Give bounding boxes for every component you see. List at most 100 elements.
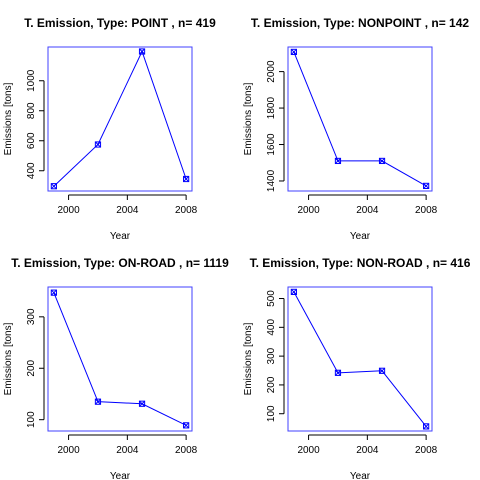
x-tick-label: 2000 [297,205,320,216]
x-tick-label: 2008 [415,205,438,216]
y-axis-label: Emissions [tons] [3,322,14,395]
data-point [138,400,146,407]
x-axis-label: Year [110,471,131,480]
y-tick-label: 1800 [266,97,277,120]
series-line [293,51,427,187]
data-point-box [94,141,102,148]
chart-title: T. Emission, Type: NON-ROAD , n= 416 [250,256,471,270]
series-line [293,291,427,427]
data-point-cross [423,182,430,189]
y-axis: 100 200 300 [26,308,45,428]
data-point-box [290,288,297,295]
x-tick-label: 2004 [356,205,379,216]
plot-box [47,46,193,192]
chart-title: T. Emission, Type: ON-ROAD , n= 1119 [11,256,229,270]
data-point [423,182,430,189]
x-tick-label: 2004 [116,205,139,216]
data-point-cross [183,176,190,182]
y-tick-label: 1000 [26,69,37,92]
x-axis: 2000 2004 2008 [57,194,198,216]
y-tick-label: 1600 [266,133,277,156]
y-axis: 100 200 300 400 500 [266,290,285,422]
data-point-cross [95,141,101,148]
y-tick-label: 2000 [266,60,277,83]
y-tick-label: 300 [266,347,277,364]
series-line [53,292,187,426]
data-point-box [138,400,146,407]
x-tick-label: 2008 [175,445,198,456]
x-tick-label: 2004 [116,445,139,456]
y-tick-label: 400 [26,162,37,179]
data-point-box [183,175,190,183]
data-point-cross [290,48,297,55]
x-axis: 2000 2004 2008 [297,194,438,216]
x-tick-label: 2004 [356,445,379,456]
y-tick-label: 100 [26,411,37,428]
data-point [50,289,57,296]
data-point-cross [335,369,341,376]
y-tick-label: 500 [266,290,277,307]
plot-box [47,286,193,432]
chart-title: T. Emission, Type: NONPOINT , n= 142 [251,16,469,30]
data-point-cross [95,398,101,405]
x-tick-label: 2000 [57,205,80,216]
y-tick-label: 200 [266,376,277,393]
data-point [423,423,430,430]
y-axis-label: Emissions [tons] [243,322,254,395]
chart-title: T. Emission, Type: POINT , n= 419 [24,16,216,30]
data-point-box [334,157,342,165]
chart-panel-2: T. Emission, Type: NONPOINT , n= 142 2000… [243,16,469,242]
data-point-cross [139,400,145,407]
data-point-box [378,367,386,374]
y-tick-label: 200 [26,359,37,376]
x-tick-label: 2000 [57,445,80,456]
data-point [183,175,190,183]
data-point-box [138,48,146,55]
data-point [183,422,190,429]
data-point-cross [335,157,341,164]
data-point-cross [50,289,57,296]
x-tick-label: 2000 [297,445,320,456]
data-point-box [183,422,190,429]
data-point-box [334,369,342,376]
y-axis: 400 600 800 1000 [26,69,45,179]
series-line [53,50,187,187]
data-point-cross [423,423,430,430]
x-axis: 2000 2004 2008 [297,434,438,456]
y-axis-label: Emissions [tons] [243,82,254,155]
y-axis: 1400 1600 1800 2000 [266,60,285,192]
data-point-box [378,157,386,165]
y-tick-label: 400 [266,319,277,336]
data-point-cross [379,367,385,374]
data-point [94,398,102,405]
data-point [290,48,297,56]
x-axis-label: Year [350,471,371,480]
x-axis-label: Year [110,231,131,242]
data-point-cross [50,183,57,190]
data-point [290,288,297,295]
data-point [378,367,386,374]
data-point [50,183,57,190]
plot-box [287,286,433,432]
data-point-cross [183,422,190,429]
data-point-box [94,398,102,405]
data-point [138,48,146,55]
data-point-box [423,423,430,430]
y-tick-label: 300 [26,308,37,325]
data-point [334,157,342,165]
data-point [378,157,386,165]
y-tick-label: 1400 [266,169,277,192]
data-point-cross [290,288,297,295]
data-point [334,369,342,376]
data-point-box [290,48,297,56]
y-axis-label: Emissions [tons] [3,82,14,155]
plot-box [287,46,433,192]
data-point-box [50,289,57,296]
x-axis: 2000 2004 2008 [57,434,198,456]
x-axis-label: Year [350,231,371,242]
chart-panel-3: T. Emission, Type: ON-ROAD , n= 1119 2000… [3,256,229,480]
data-point-cross [139,48,145,55]
data-point-cross [379,157,385,164]
chart-panel-1: T. Emission, Type: POINT , n= 419 2000 200… [3,16,216,242]
